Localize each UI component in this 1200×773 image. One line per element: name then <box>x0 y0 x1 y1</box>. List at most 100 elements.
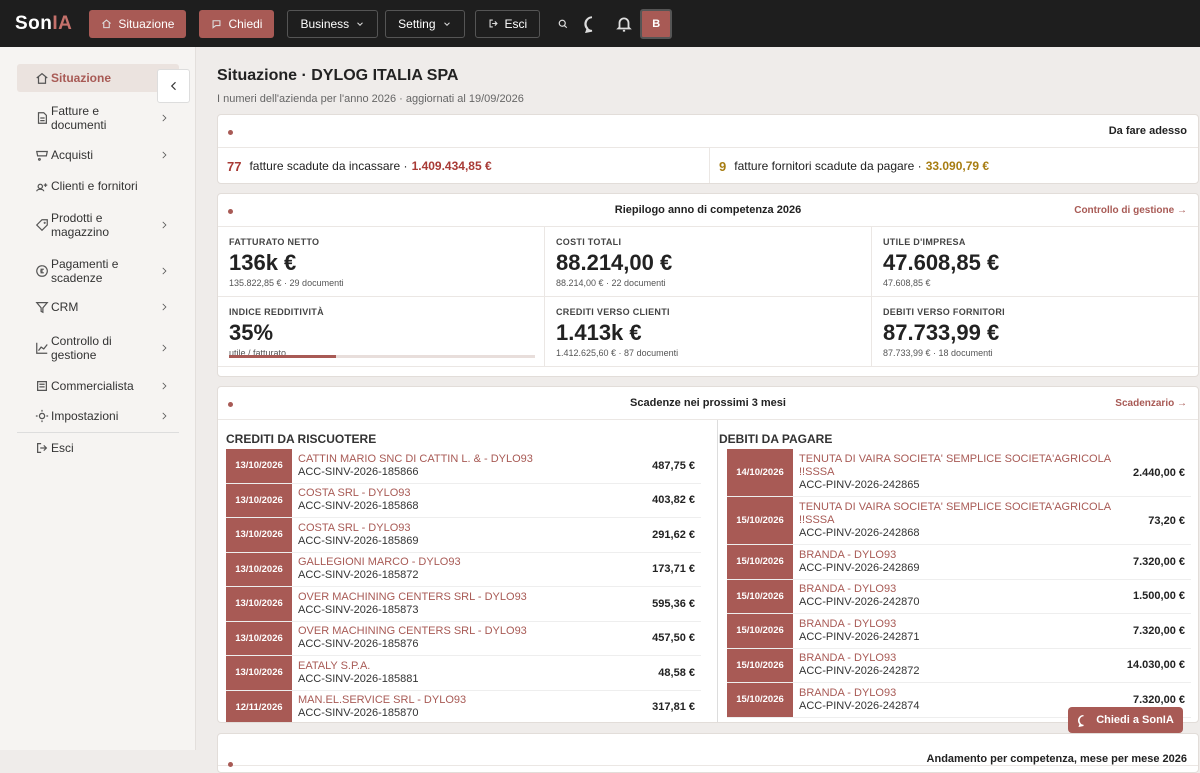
kpi-value: 1.413k € <box>556 320 642 345</box>
deadline-amount: 14.030,00 € <box>1126 659 1185 672</box>
sidebar-item[interactable]: Situazione <box>17 64 179 92</box>
document-code: ACC-PINV-2026-242870 <box>799 596 920 609</box>
kpi-sub: 1.412.625,60 € · 87 documenti <box>556 348 679 358</box>
brand-accent: IA <box>52 12 73 34</box>
todo-item[interactable]: 9 fatture fornitori scadute da pagare · 33… <box>709 148 1198 183</box>
card-header: Riepilogo anno di competenza 2026 Control… <box>218 194 1198 227</box>
brand: SonIA <box>15 13 72 35</box>
deadline-amount: 7.320,00 € <box>1133 555 1185 568</box>
card-link[interactable]: Scadenzario → <box>1115 397 1187 409</box>
card-header: Da fare adesso <box>218 115 1198 148</box>
deadline-row[interactable]: 15/10/2026 BRANDA - DYLO93 ACC-PINV-2026-2… <box>727 579 1191 614</box>
deadline-row[interactable]: 14/10/2026 TENUTA DI VAIRA SOCIETA' SEMPL… <box>727 449 1191 497</box>
sidebar-item[interactable]: Clienti e fornitori <box>17 172 179 200</box>
sidebar-item[interactable]: Controllo di gestione <box>17 330 179 366</box>
sidebar-icon <box>37 112 47 124</box>
chevron <box>357 21 364 26</box>
kpi-label: CREDITI VERSO CLIENTI <box>556 307 670 317</box>
deadline-date: 13/10/2026 <box>226 483 292 517</box>
sidebar-item[interactable]: Fatture e documenti <box>17 100 179 136</box>
sidebar-item[interactable]: CRM <box>17 293 179 321</box>
deadline-row[interactable]: 15/10/2026 BRANDA - DYLO93 ACC-PINV-2026-2… <box>727 545 1191 580</box>
deadline-row[interactable]: 13/10/2026 EATALY S.P.A. ACC-SINV-2026-185… <box>226 656 701 691</box>
chevron <box>162 114 167 122</box>
deadline-row[interactable]: 15/10/2026 BRANDA - DYLO93 ACC-PINV-2026-2… <box>727 683 1191 718</box>
deadline-amount: 595,36 € <box>652 597 695 610</box>
sidebar-item[interactable]: Commercialista <box>17 372 179 400</box>
kpi-value: 87.733,99 € <box>883 320 1000 345</box>
page-title: Situazione · DYLOG ITALIA SPA <box>217 67 459 84</box>
card-title: Riepilogo anno di competenza 2026 <box>614 204 802 216</box>
sidebar-logout[interactable]: Esci <box>17 437 179 459</box>
kpi-value: 47.608,85 € <box>883 250 1000 275</box>
deadline-date: 13/10/2026 <box>226 621 292 655</box>
party-name: BRANDA - DYLO93 <box>799 686 897 699</box>
deadline-party: GALLEGIONI MARCO - DYLO93 ACC-SINV-2026-1… <box>292 556 652 582</box>
deadline-row[interactable]: 15/10/2026 BRANDA - DYLO93 ACC-PINV-2026-2… <box>727 614 1191 649</box>
card-title: Andamento per competenza, mese per mese … <box>926 753 1187 765</box>
progress-fill <box>229 355 337 358</box>
deadline-row[interactable]: 13/10/2026 COSTA SRL - DYLO93 ACC-SINV-202… <box>226 518 701 553</box>
sidebar-item[interactable]: Prodotti e magazzino <box>17 207 179 243</box>
nav-logout[interactable]: Esci <box>474 9 541 38</box>
deadline-amount: 48,58 € <box>658 666 695 679</box>
card-link[interactable]: Controllo di gestione → <box>1074 204 1187 216</box>
kpi: INDICE REDDITIVITÀ 35% utile / fatturato <box>218 297 545 367</box>
sidebar-item-label: Situazione <box>51 71 112 85</box>
nav-menu-label: Setting <box>398 16 436 31</box>
nav-button-label: Chiedi <box>228 16 263 31</box>
deadline-row[interactable]: 13/10/2026 COSTA SRL - DYLO93 ACC-SINV-202… <box>226 483 701 518</box>
party-name: COSTA SRL - DYLO93 <box>298 521 411 534</box>
deadline-row[interactable]: 13/10/2026 OVER MACHINING CENTERS SRL - D… <box>226 587 701 622</box>
document-code: ACC-PINV-2026-242869 <box>799 561 920 574</box>
todo-item[interactable]: 77 fatture scadute da incassare · 1.409.43… <box>218 148 709 183</box>
sidebar-item[interactable]: Pagamenti e scadenze <box>17 253 179 289</box>
party-name: MAN.EL.SERVICE SRL - DYLO93 <box>298 694 467 707</box>
deadline-party: BRANDA - DYLO93 ACC-PINV-2026-242870 <box>793 583 1133 609</box>
deadline-row[interactable]: 15/10/2026 BRANDA - DYLO93 ACC-PINV-2026-2… <box>727 648 1191 683</box>
document-code: ACC-PINV-2026-242871 <box>799 630 920 643</box>
deadline-amount: 487,75 € <box>652 459 695 472</box>
deadline-date: 13/10/2026 <box>226 518 292 552</box>
page-subtitle: I numeri dell'azienda per l'anno 2026 · … <box>217 93 524 105</box>
nav-button[interactable]: Chiedi <box>199 9 275 38</box>
deadline-date: 15/10/2026 <box>727 545 793 579</box>
kpi-label: INDICE REDDITIVITÀ <box>229 307 324 317</box>
deadline-row[interactable]: 13/10/2026 OVER MACHINING CENTERS SRL - D… <box>226 621 701 656</box>
assistant-button[interactable]: Chiedi a SonIA <box>1068 707 1183 733</box>
deadline-row[interactable]: 13/10/2026 GALLEGIONI MARCO - DYLO93 ACC-S… <box>226 552 701 587</box>
deadline-amount: 457,50 € <box>652 632 695 645</box>
bell-icon <box>616 16 633 32</box>
summary-card: Riepilogo anno di competenza 2026 Control… <box>217 193 1199 377</box>
nav-menu[interactable]: Business <box>287 9 379 38</box>
party-name: OVER MACHINING CENTERS SRL - DYLO93 <box>298 625 527 638</box>
party-name: BRANDA - DYLO93 <box>799 652 897 665</box>
nav-button[interactable]: Situazione <box>89 9 187 38</box>
nav-button-label: Situazione <box>118 16 175 31</box>
sidebar-item-label: Controllo di gestione <box>51 334 112 362</box>
logout-icon <box>37 443 48 453</box>
chevron <box>162 221 167 229</box>
avatar[interactable]: B <box>640 8 673 39</box>
status-dot <box>228 130 233 135</box>
deadline-row[interactable]: 15/10/2026 TENUTA DI VAIRA SOCIETA' SEMPL… <box>727 497 1191 545</box>
sidebar-item[interactable]: Impostazioni <box>17 402 179 430</box>
chat-icon <box>1078 714 1084 727</box>
party-name: EATALY S.P.A. <box>298 659 371 672</box>
deadline-row[interactable]: 12/11/2026 MAN.EL.SERVICE SRL - DYLO93 ACC… <box>226 690 701 722</box>
sidebar-item-label: CRM <box>51 300 79 314</box>
collapse-button[interactable] <box>157 69 190 103</box>
sidebar-item-label: Fatture e documenti <box>51 104 107 132</box>
search-icon <box>558 19 568 28</box>
deadline-party: COSTA SRL - DYLO93 ACC-SINV-2026-185868 <box>292 487 652 513</box>
sidebar-icon <box>37 381 47 391</box>
sidebar-item[interactable]: Acquisti <box>17 141 179 169</box>
chevron <box>162 382 167 390</box>
kpi-value: 35% <box>229 320 274 345</box>
status-dot <box>228 402 233 407</box>
deadline-row[interactable]: 13/10/2026 CATTIN MARIO SNC DI CATTIN L. … <box>226 449 701 484</box>
deadline-amount: 317,81 € <box>652 701 695 714</box>
nav-menu[interactable]: Setting <box>385 9 465 38</box>
card-header: Scadenze nei prossimi 3 mesi Scadenzario … <box>218 387 1198 420</box>
kpi-value: 136k € <box>229 250 297 275</box>
